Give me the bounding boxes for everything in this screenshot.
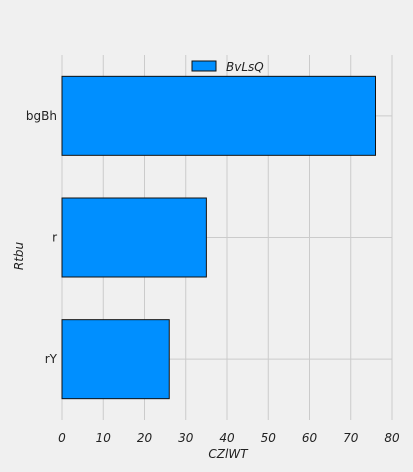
bars bbox=[61, 75, 376, 400]
x-tick-label: 40 bbox=[219, 431, 235, 445]
x-tick-label: 20 bbox=[137, 431, 153, 445]
legend: BvLsQ bbox=[191, 60, 264, 74]
legend-swatch bbox=[191, 60, 217, 72]
y-tick-labels: bgBh r rY bbox=[26, 109, 58, 366]
x-axis-label: CZlWT bbox=[208, 447, 249, 461]
x-tick-label: 80 bbox=[384, 431, 400, 445]
x-tick-labels: 0 10 20 30 40 50 60 70 80 bbox=[58, 431, 400, 445]
y-tick-label: r bbox=[52, 231, 57, 245]
bar-r bbox=[61, 197, 207, 278]
y-tick-label: bgBh bbox=[26, 109, 57, 123]
x-tick-label: 30 bbox=[178, 431, 194, 445]
bar-rY bbox=[61, 319, 170, 400]
x-tick-label: 50 bbox=[261, 431, 277, 445]
x-tick-label: 0 bbox=[58, 431, 66, 445]
legend-label: BvLsQ bbox=[226, 60, 264, 74]
x-tick-label: 60 bbox=[302, 431, 318, 445]
x-tick-label: 10 bbox=[96, 431, 112, 445]
y-tick-label: rY bbox=[45, 352, 58, 366]
x-tick-label: 70 bbox=[343, 431, 359, 445]
bar-bgBh bbox=[61, 75, 376, 156]
y-axis-label: Rtbu bbox=[12, 241, 26, 270]
